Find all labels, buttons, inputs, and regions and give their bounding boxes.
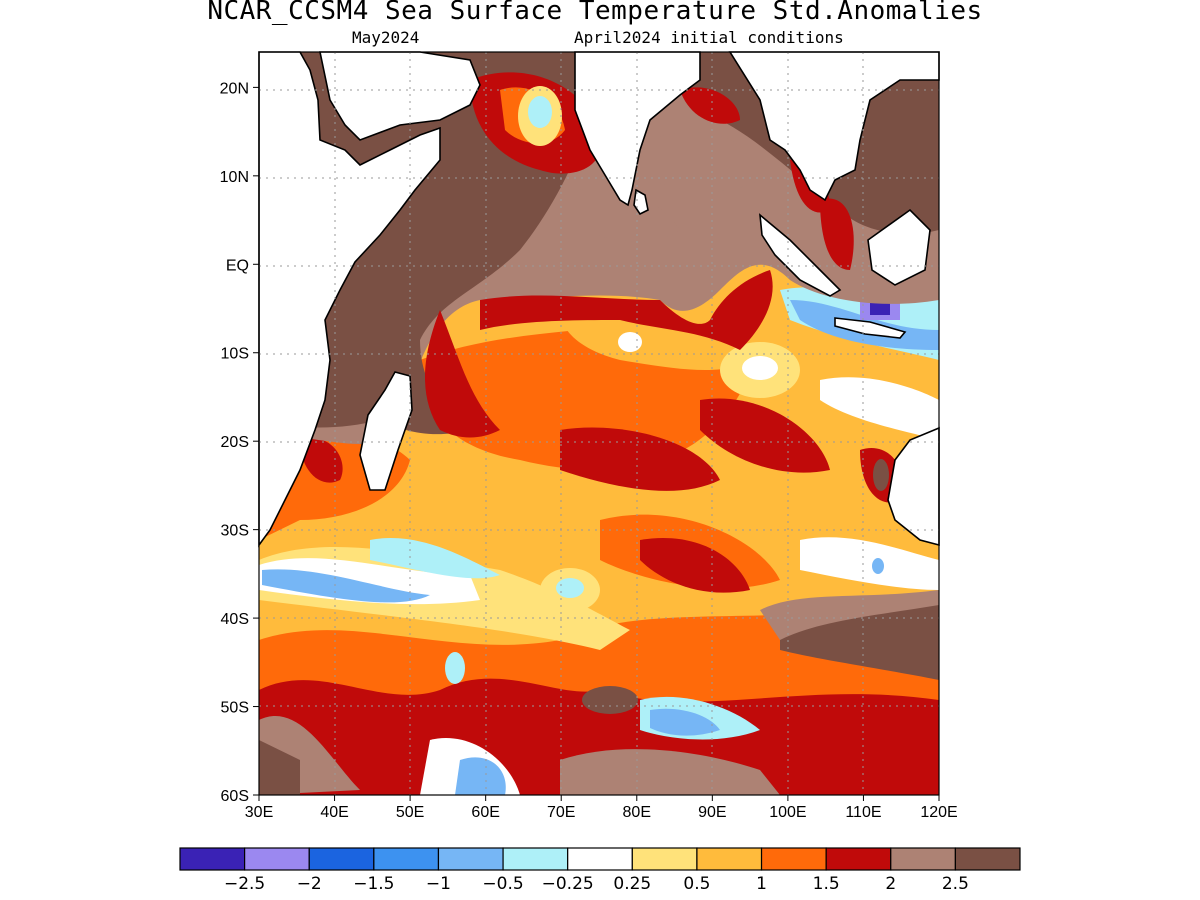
- sumatra: [759, 213, 842, 297]
- colorbar-swatch: [308, 847, 375, 871]
- colorbar-swatch: [760, 847, 827, 871]
- land-masks: [258, 51, 940, 548]
- madagascar: [359, 371, 413, 491]
- colorbar-swatch: [179, 847, 246, 871]
- map-title: NCAR_CCSM4 Sea Surface Temperature Std.A…: [207, 0, 983, 26]
- colorbar: −2.5 −2 −1.5 −1 −0.5 −0.25 0.25 0.5 1 1.5 2 2.5: [179, 847, 1021, 894]
- colorbar-label: 2: [885, 874, 896, 894]
- lon-tick-label: 80E: [623, 804, 651, 821]
- lon-tick-label: 70E: [547, 804, 575, 821]
- colorbar-label: 0.5: [683, 874, 710, 894]
- lon-tick-label: 40E: [320, 804, 348, 821]
- africa-landmass: [258, 51, 441, 548]
- java: [834, 317, 907, 339]
- colorbar-swatch: [567, 847, 633, 871]
- lon-tick-label: 90E: [698, 804, 726, 821]
- colorbar-label: 1.5: [813, 874, 840, 894]
- colorbar-swatch: [373, 847, 440, 871]
- lat-tick-label: 10N: [220, 169, 249, 186]
- lat-tick-label: 10S: [221, 346, 249, 363]
- colorbar-label: 0.25: [613, 874, 651, 894]
- init-conditions-label: April2024 initial conditions: [574, 28, 844, 47]
- lon-tick-label: 120E: [920, 804, 957, 821]
- lat-tick-label: 20S: [221, 434, 249, 451]
- india: [574, 51, 701, 207]
- colorbar-swatch: [437, 847, 504, 871]
- colorbar-label: −1.5: [353, 874, 394, 894]
- latitude-axis: 20N 10N EQ 10S 20S 30S 40S 50S 60S: [220, 80, 259, 805]
- plot-frame: [258, 51, 940, 796]
- lon-tick-label: 60E: [471, 804, 499, 821]
- southeast-asia: [728, 51, 940, 202]
- colorbar-label: 2.5: [942, 874, 969, 894]
- lat-tick-label: 50S: [221, 700, 249, 717]
- lon-tick-label: 110E: [845, 804, 881, 821]
- lon-tick-label: 50E: [396, 804, 424, 821]
- colorbar-label: −0.5: [482, 874, 523, 894]
- colorbar-label: −2: [297, 874, 322, 894]
- lat-tick-label: 20N: [220, 80, 249, 97]
- colorbar-swatch: [890, 847, 956, 871]
- colorbar-label: −0.25: [542, 874, 594, 894]
- colorbar-swatch: [244, 847, 310, 871]
- arabia: [319, 51, 481, 141]
- colorbar-swatch: [631, 847, 698, 871]
- colorbar-label: 1: [756, 874, 767, 894]
- lat-tick-label: 30S: [221, 523, 249, 540]
- colorbar-swatch: [954, 847, 1021, 871]
- lat-tick-label: 60S: [221, 788, 249, 805]
- valid-month-label: May2024: [352, 28, 420, 47]
- colorbar-label: −1: [426, 874, 451, 894]
- australia: [887, 426, 940, 547]
- colorbar-swatch: [696, 847, 763, 871]
- graticule: [259, 52, 939, 795]
- lon-tick-label: 100E: [769, 804, 806, 821]
- lat-tick-label: EQ: [226, 257, 249, 274]
- lat-tick-label: 40S: [221, 611, 249, 628]
- colorbar-swatch: [825, 847, 892, 871]
- colorbar-label: −2.5: [224, 874, 265, 894]
- lon-tick-label: 30E: [245, 804, 273, 821]
- colorbar-swatch: [502, 847, 569, 871]
- longitude-axis: 30E 40E 50E 60E 70E 80E 90E 100E 110E 120E: [245, 795, 958, 821]
